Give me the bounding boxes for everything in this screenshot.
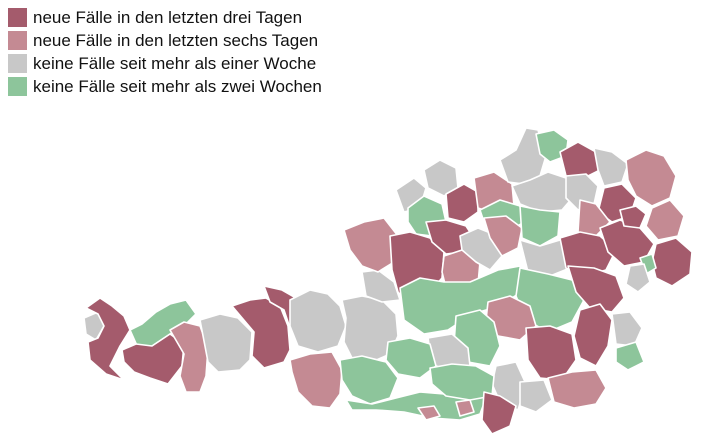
- legend-swatch-woche: [8, 54, 27, 73]
- legend-swatch-drei: [8, 8, 27, 27]
- legend-label-zwei: keine Fälle seit mehr als zwei Wochen: [33, 77, 322, 96]
- district-region[interactable]: [611, 311, 643, 347]
- district-region[interactable]: [455, 399, 475, 417]
- legend-item-zwei: keine Fälle seit mehr als zwei Wochen: [8, 75, 322, 98]
- district-region[interactable]: [519, 379, 553, 413]
- map-legend: neue Fälle in den letzten drei Tagen neu…: [8, 6, 322, 98]
- district-region[interactable]: [481, 391, 517, 435]
- legend-label-sechs: neue Fälle in den letzten sechs Tagen: [33, 31, 319, 50]
- legend-item-drei: neue Fälle in den letzten drei Tagen: [8, 6, 322, 29]
- district-region[interactable]: [445, 183, 479, 223]
- legend-label-drei: neue Fälle in den letzten drei Tagen: [33, 8, 303, 27]
- district-region[interactable]: [169, 321, 209, 393]
- district-region[interactable]: [385, 337, 437, 379]
- district-region[interactable]: [593, 147, 629, 187]
- district-region[interactable]: [483, 215, 523, 257]
- district-region[interactable]: [85, 297, 131, 381]
- district-region[interactable]: [625, 149, 677, 207]
- legend-item-woche: keine Fälle seit mehr als einer Woche: [8, 52, 322, 75]
- district-region[interactable]: [625, 263, 651, 293]
- district-region[interactable]: [567, 265, 625, 313]
- district-region[interactable]: [619, 205, 647, 229]
- district-region[interactable]: [231, 297, 291, 369]
- district-region[interactable]: [651, 237, 693, 287]
- district-region[interactable]: [547, 369, 607, 409]
- district-region[interactable]: [199, 313, 253, 373]
- district-region[interactable]: [289, 289, 347, 353]
- district-region[interactable]: [339, 355, 399, 405]
- district-region[interactable]: [519, 205, 561, 247]
- district-region[interactable]: [417, 405, 441, 421]
- legend-swatch-zwei: [8, 77, 27, 96]
- district-region[interactable]: [615, 341, 645, 371]
- legend-label-woche: keine Fälle seit mehr als einer Woche: [33, 54, 317, 73]
- legend-item-sechs: neue Fälle in den letzten sechs Tagen: [8, 29, 322, 52]
- district-region[interactable]: [645, 199, 685, 241]
- district-region[interactable]: [573, 303, 613, 367]
- district-region[interactable]: [525, 325, 577, 381]
- legend-swatch-sechs: [8, 31, 27, 50]
- district-region[interactable]: [289, 351, 343, 409]
